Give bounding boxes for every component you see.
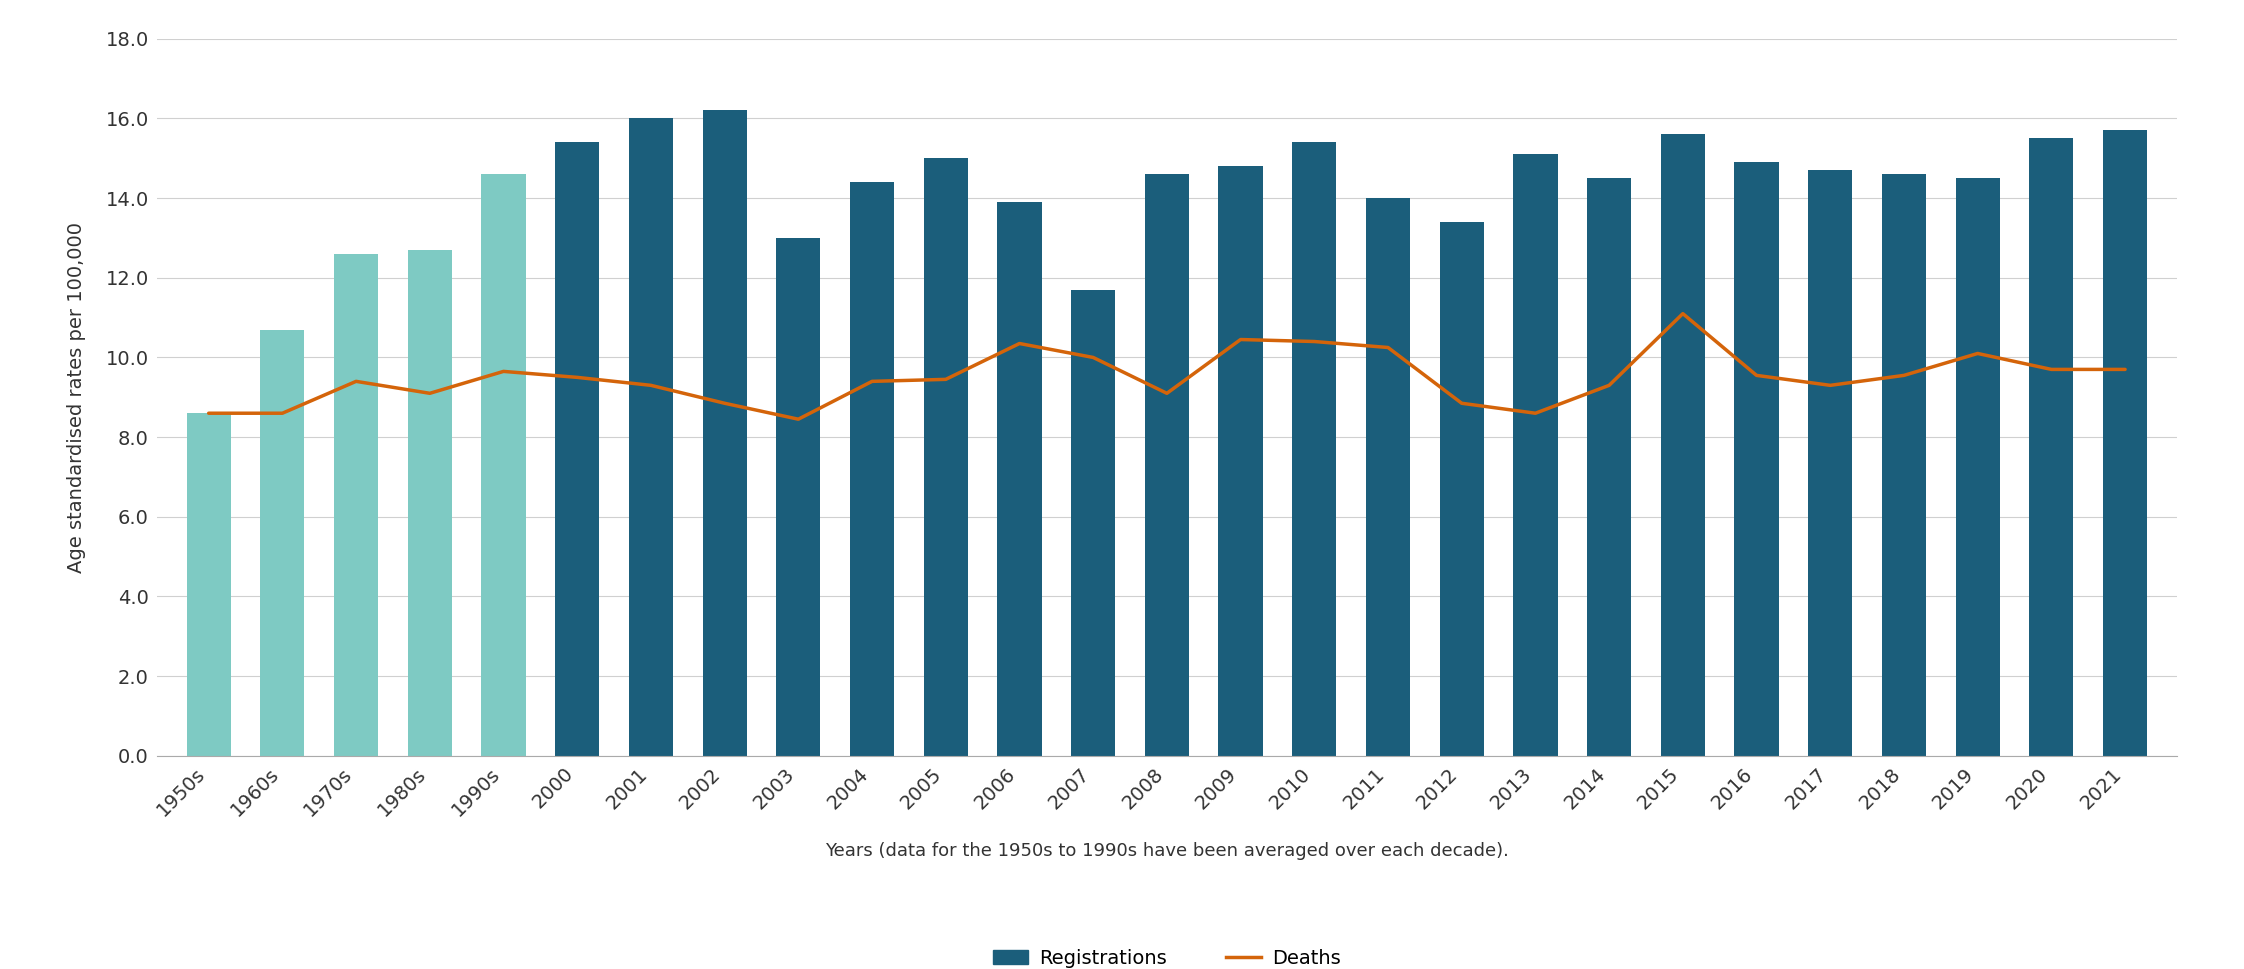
Bar (554, 142, 599, 756)
Bar (1441, 222, 1483, 756)
Bar (1809, 171, 1851, 756)
Bar (334, 254, 379, 756)
Bar (1144, 174, 1189, 756)
Legend: Registrations, Deaths: Registrations, Deaths (985, 941, 1349, 969)
Bar (186, 413, 231, 756)
Bar (1367, 198, 1409, 756)
Bar (1661, 135, 1705, 756)
Bar (702, 110, 747, 756)
Bar (628, 118, 673, 756)
Bar (1512, 154, 1557, 756)
Bar (1218, 167, 1263, 756)
Bar (1955, 178, 1999, 756)
Y-axis label: Age standardised rates per 100,000: Age standardised rates per 100,000 (67, 222, 85, 573)
Bar (776, 238, 821, 756)
Bar (482, 174, 525, 756)
Bar (996, 203, 1041, 756)
Bar (1735, 162, 1779, 756)
Bar (260, 329, 305, 756)
Bar (1070, 290, 1115, 756)
Bar (2029, 139, 2073, 756)
Bar (1293, 142, 1337, 756)
Bar (2103, 131, 2148, 756)
Bar (850, 182, 893, 756)
Bar (925, 158, 967, 756)
Bar (1587, 178, 1631, 756)
Bar (408, 250, 451, 756)
Bar (1883, 174, 1925, 756)
X-axis label: Years (data for the 1950s to 1990s have been averaged over each decade).: Years (data for the 1950s to 1990s have … (826, 842, 1508, 860)
